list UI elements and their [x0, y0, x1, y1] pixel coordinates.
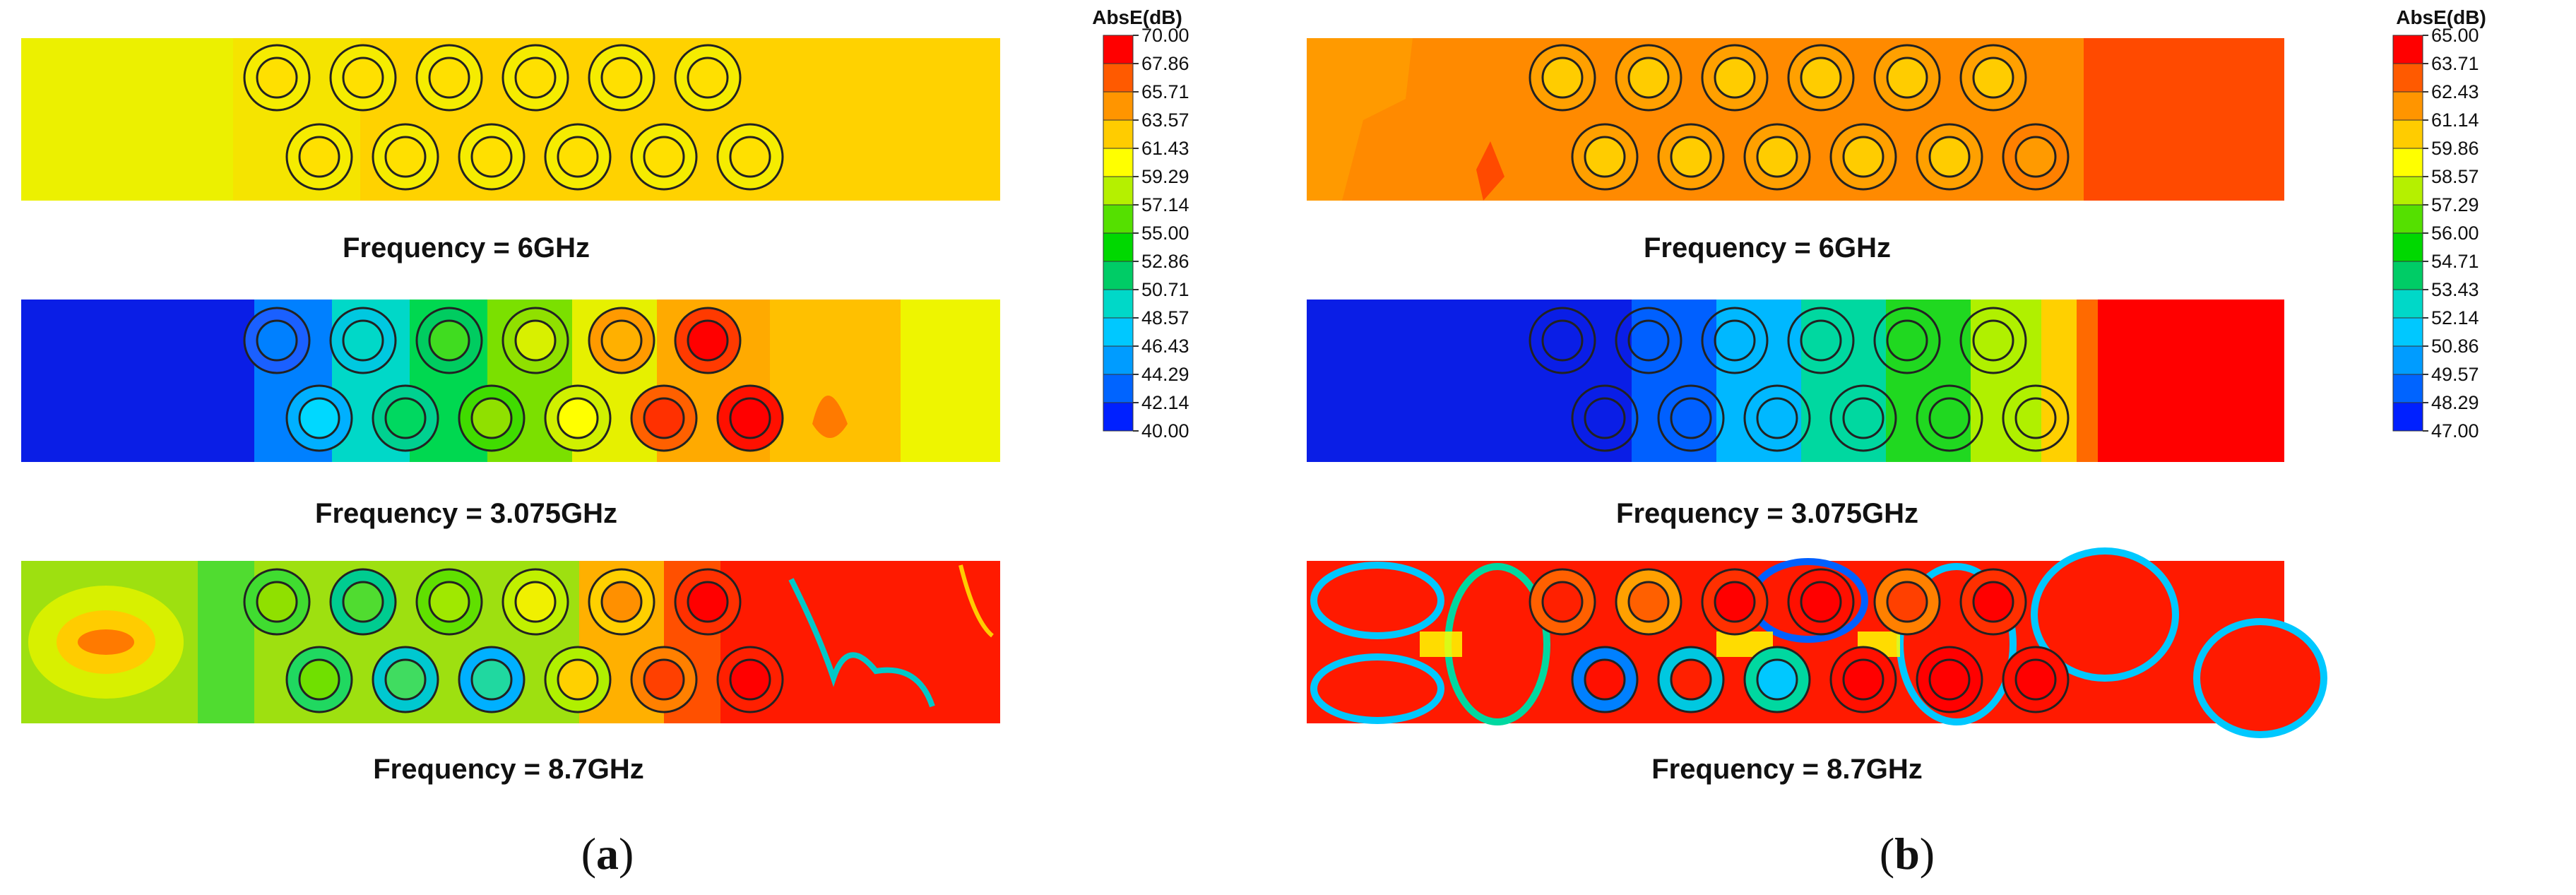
field-plot-b-3075ghz — [1307, 300, 2284, 462]
colorbar-swatch — [1103, 374, 1134, 403]
resonator-array — [1529, 307, 2070, 452]
colorbar-swatch — [2392, 91, 2423, 121]
colorbar-swatch — [2392, 232, 2423, 262]
colorbar-swatch — [2392, 261, 2423, 290]
colorbar-swatch — [2392, 345, 2423, 375]
colorbar-tick-label: 52.86 — [1141, 251, 1189, 272]
colorbar-swatch — [1103, 402, 1134, 432]
colorbar-swatch — [1103, 345, 1134, 375]
colorbar-swatch — [2392, 148, 2423, 177]
colorbar-tick-label: 47.00 — [2431, 420, 2479, 441]
colorbar-tick-label: 54.71 — [2431, 251, 2479, 272]
colorbar-swatch — [2392, 402, 2423, 432]
colorbar-a-title: AbsE(dB) — [1092, 6, 1182, 28]
caption-a-6ghz: Frequency = 6GHz — [343, 232, 590, 263]
colorbar-b-title: AbsE(dB) — [2396, 6, 2486, 28]
colorbar-tick-label: 55.00 — [1141, 223, 1189, 244]
colorbar-swatch — [1103, 261, 1134, 290]
colorbar-tick-label: 57.29 — [2431, 194, 2479, 215]
panel-b-label: (b) — [1880, 829, 1935, 879]
colorbar-swatch — [2392, 204, 2423, 234]
colorbar-tick-label: 53.43 — [2431, 279, 2479, 300]
colorbar-swatch — [2392, 374, 2423, 403]
colorbar-swatch — [1103, 148, 1134, 177]
colorbar-swatch — [2392, 119, 2423, 149]
colorbar-tick-label: 50.86 — [2431, 336, 2479, 357]
panel-a: Frequency = 6GHz Frequen — [21, 6, 1189, 879]
colorbar-swatch — [2392, 317, 2423, 347]
colorbar-tick-label: 40.00 — [1141, 420, 1189, 441]
colorbar-swatch — [1103, 119, 1134, 149]
colorbar-tick-label: 58.57 — [2431, 166, 2479, 187]
colorbar-tick-label: 70.00 — [1141, 25, 1189, 46]
caption-b-3075ghz: Frequency = 3.075GHz — [1616, 498, 1918, 529]
colorbar-tick-label: 61.43 — [1141, 138, 1189, 159]
resonator-array — [1529, 568, 2070, 713]
colorbar-tick-label: 65.71 — [1141, 81, 1189, 102]
colorbar-tick-label: 57.14 — [1141, 194, 1189, 215]
colorbar-b: AbsE(dB) 65.00 63.71 62.43 61.14 59.86 58.57 5… — [2392, 6, 2486, 441]
caption-b-6ghz: Frequency = 6GHz — [1644, 232, 1891, 263]
colorbar-swatch — [1103, 63, 1134, 93]
caption-a-3075ghz: Frequency = 3.075GHz — [315, 498, 617, 529]
colorbar-swatch — [2392, 176, 2423, 206]
colorbar-tick-label: 56.00 — [2431, 223, 2479, 244]
field-plot-a-6ghz — [21, 38, 1000, 201]
colorbar-b-swatches — [2392, 35, 2423, 432]
colorbar-tick-label: 46.43 — [1141, 336, 1189, 357]
resonator-array — [243, 44, 784, 191]
colorbar-tick-label: 67.86 — [1141, 53, 1189, 74]
colorbar-tick-label: 63.57 — [1141, 109, 1189, 131]
colorbar-swatch — [1103, 289, 1134, 319]
colorbar-swatch — [2392, 35, 2423, 64]
colorbar-swatch — [2392, 289, 2423, 319]
colorbar-tick-label: 59.86 — [2431, 138, 2479, 159]
colorbar-swatch — [1103, 317, 1134, 347]
resonator-array — [243, 307, 784, 452]
colorbar-tick-label: 50.71 — [1141, 279, 1189, 300]
colorbar-tick-label: 63.71 — [2431, 53, 2479, 74]
colorbar-tick-label: 61.14 — [2431, 109, 2479, 131]
resonator-array — [1529, 44, 2070, 191]
colorbar-tick-label: 49.57 — [2431, 364, 2479, 385]
colorbar-swatch — [1103, 204, 1134, 234]
caption-a-87ghz: Frequency = 8.7GHz — [373, 754, 643, 785]
colorbar-swatch — [1103, 35, 1134, 64]
colorbar-a-ticks: 70.00 67.86 65.71 63.57 61.43 59.29 57.14 55.00… — [1133, 25, 1189, 441]
colorbar-tick-label: 48.29 — [2431, 392, 2479, 413]
caption-b-87ghz: Frequency = 8.7GHz — [1651, 754, 1922, 785]
colorbar-swatch — [1103, 232, 1134, 262]
colorbar-b-ticks: 65.00 63.71 62.43 61.14 59.86 58.57 57.29 56.00… — [2423, 25, 2479, 441]
resonator-array — [243, 568, 784, 713]
panel-b: Frequency = 6GHz Frequency = 3. — [1307, 6, 2486, 879]
colorbar-tick-label: 52.14 — [2431, 307, 2479, 328]
colorbar-swatch — [1103, 176, 1134, 206]
field-plot-a-87ghz — [21, 561, 1000, 723]
colorbar-tick-label: 48.57 — [1141, 307, 1189, 328]
field-plot-b-87ghz — [1307, 547, 2327, 738]
colorbar-tick-label: 42.14 — [1141, 392, 1189, 413]
colorbar-swatch — [2392, 63, 2423, 93]
colorbar-swatch — [1103, 91, 1134, 121]
colorbar-a: AbsE(dB) 70.00 67.86 65.71 63.57 61.43 59.29 5… — [1092, 6, 1189, 441]
colorbar-tick-label: 44.29 — [1141, 364, 1189, 385]
colorbar-tick-label: 65.00 — [2431, 25, 2479, 46]
colorbar-tick-label: 62.43 — [2431, 81, 2479, 102]
colorbar-tick-label: 59.29 — [1141, 166, 1189, 187]
field-plot-b-6ghz — [1307, 38, 2284, 201]
panel-a-label: (a) — [581, 829, 634, 879]
colorbar-a-swatches — [1103, 35, 1134, 432]
field-plot-a-3075ghz — [21, 300, 1000, 462]
